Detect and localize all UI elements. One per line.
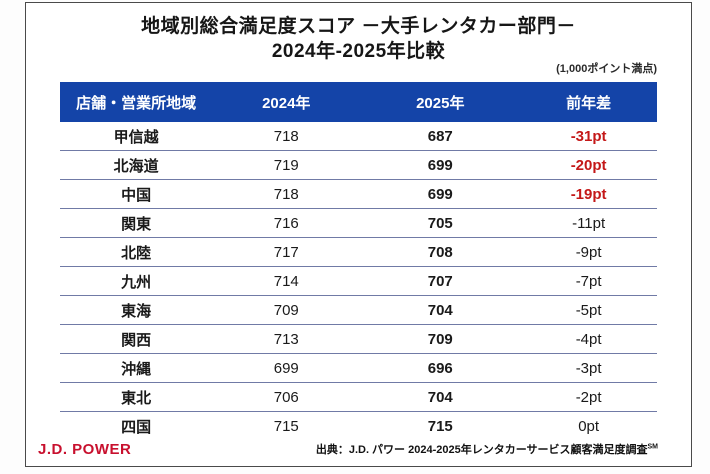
diff-cell: 0pt	[578, 417, 600, 435]
header-2025: 2025年	[416, 94, 465, 112]
region-cell: 甲信越	[113, 128, 159, 146]
scale-note: (1,000ポイント満点)	[556, 63, 657, 75]
c2024-cell: 717	[273, 243, 299, 261]
diff-cell: -11pt	[572, 214, 606, 232]
table-row: 甲信越 718 687 -31pt	[60, 122, 657, 151]
c2025-cell: 708	[427, 243, 453, 261]
title-line2: 2024年-2025年比較	[271, 41, 446, 62]
diff-cell: -9pt	[575, 243, 602, 261]
c2024-cell: 719	[273, 156, 299, 174]
table-row: 九州 714 707 -7pt	[60, 267, 657, 296]
page-title: 地域別総合満足度スコア －大手レンタカー部門－ 2024年-2025年比較	[26, 14, 691, 64]
table-body: 甲信越 718 687 -31pt 北海道 719 699 -20pt 中国 718 699 -19p…	[60, 122, 657, 440]
region-cell: 中国	[121, 186, 152, 204]
table-row: 関西 713 709 -4pt	[60, 325, 657, 354]
diff-cell: -5pt	[575, 301, 602, 319]
region-cell: 北海道	[113, 157, 159, 175]
source-sm-mark: SM	[647, 443, 659, 451]
c2025-cell: 707	[427, 272, 453, 290]
diff-cell: -7pt	[575, 272, 602, 290]
c2025-cell: 699	[427, 156, 453, 174]
region-cell: 四国	[121, 418, 152, 436]
diff-cell: -2pt	[575, 388, 602, 406]
c2024-cell: 713	[273, 330, 299, 348]
region-cell: 沖縄	[121, 360, 152, 378]
c2025-cell: 715	[427, 417, 453, 435]
table-header-row: 店舗・営業所地域 2024年 2025年 前年差	[60, 82, 657, 122]
c2025-cell: 687	[427, 127, 453, 145]
c2025-cell: 704	[427, 301, 453, 319]
table-row: 関東 716 705 -11pt	[60, 209, 657, 238]
diff-cell: -3pt	[575, 359, 602, 377]
diff-cell: -20pt	[570, 156, 607, 174]
c2024-cell: 718	[273, 127, 299, 145]
c2024-cell: 715	[273, 417, 299, 435]
c2024-cell: 699	[273, 359, 299, 377]
title-line1: 地域別総合満足度スコア －大手レンタカー部門－	[141, 16, 576, 37]
c2024-cell: 716	[273, 214, 299, 232]
c2024-cell: 709	[273, 301, 299, 319]
diff-cell: -31pt	[570, 127, 607, 145]
c2024-cell: 714	[273, 272, 299, 290]
header-region: 店舗・営業所地域	[76, 94, 197, 112]
diff-cell: -19pt	[570, 185, 607, 203]
table-row: 中国 718 699 -19pt	[60, 180, 657, 209]
table-row: 東北 706 704 -2pt	[60, 383, 657, 412]
header-2024: 2024年	[262, 94, 311, 112]
satisfaction-table: 店舗・営業所地域 2024年 2025年 前年差 甲信越 718 687 -31pt 北…	[60, 82, 657, 440]
c2024-cell: 718	[273, 185, 299, 203]
jdpower-logo: J.D. POWER	[38, 441, 132, 458]
table-row: 北海道 719 699 -20pt	[60, 151, 657, 180]
header-diff: 前年差	[566, 94, 612, 112]
c2024-cell: 706	[273, 388, 299, 406]
c2025-cell: 705	[427, 214, 453, 232]
c2025-cell: 704	[427, 388, 453, 406]
report-card: 地域別総合満足度スコア －大手レンタカー部門－ 2024年-2025年比較 (1…	[25, 2, 692, 467]
region-cell: 東海	[121, 302, 152, 320]
table-row: 四国 715 715 0pt	[60, 412, 657, 440]
region-cell: 関西	[121, 331, 152, 349]
table-row: 東海 709 704 -5pt	[60, 296, 657, 325]
table-row: 北陸 717 708 -9pt	[60, 238, 657, 267]
region-cell: 北陸	[121, 244, 152, 262]
source-text: 出典：J.D. パワー 2024-2025年レンタカーサービス顧客満足度調査	[315, 444, 648, 456]
table-row: 沖縄 699 696 -3pt	[60, 354, 657, 383]
c2025-cell: 696	[427, 359, 453, 377]
c2025-cell: 699	[427, 185, 453, 203]
source-note: 出典：J.D. パワー 2024-2025年レンタカーサービス顧客満足度調査SM	[316, 441, 658, 457]
c2025-cell: 709	[427, 330, 453, 348]
region-cell: 九州	[121, 273, 152, 291]
region-cell: 関東	[121, 215, 152, 233]
region-cell: 東北	[121, 389, 152, 407]
diff-cell: -4pt	[575, 330, 602, 348]
